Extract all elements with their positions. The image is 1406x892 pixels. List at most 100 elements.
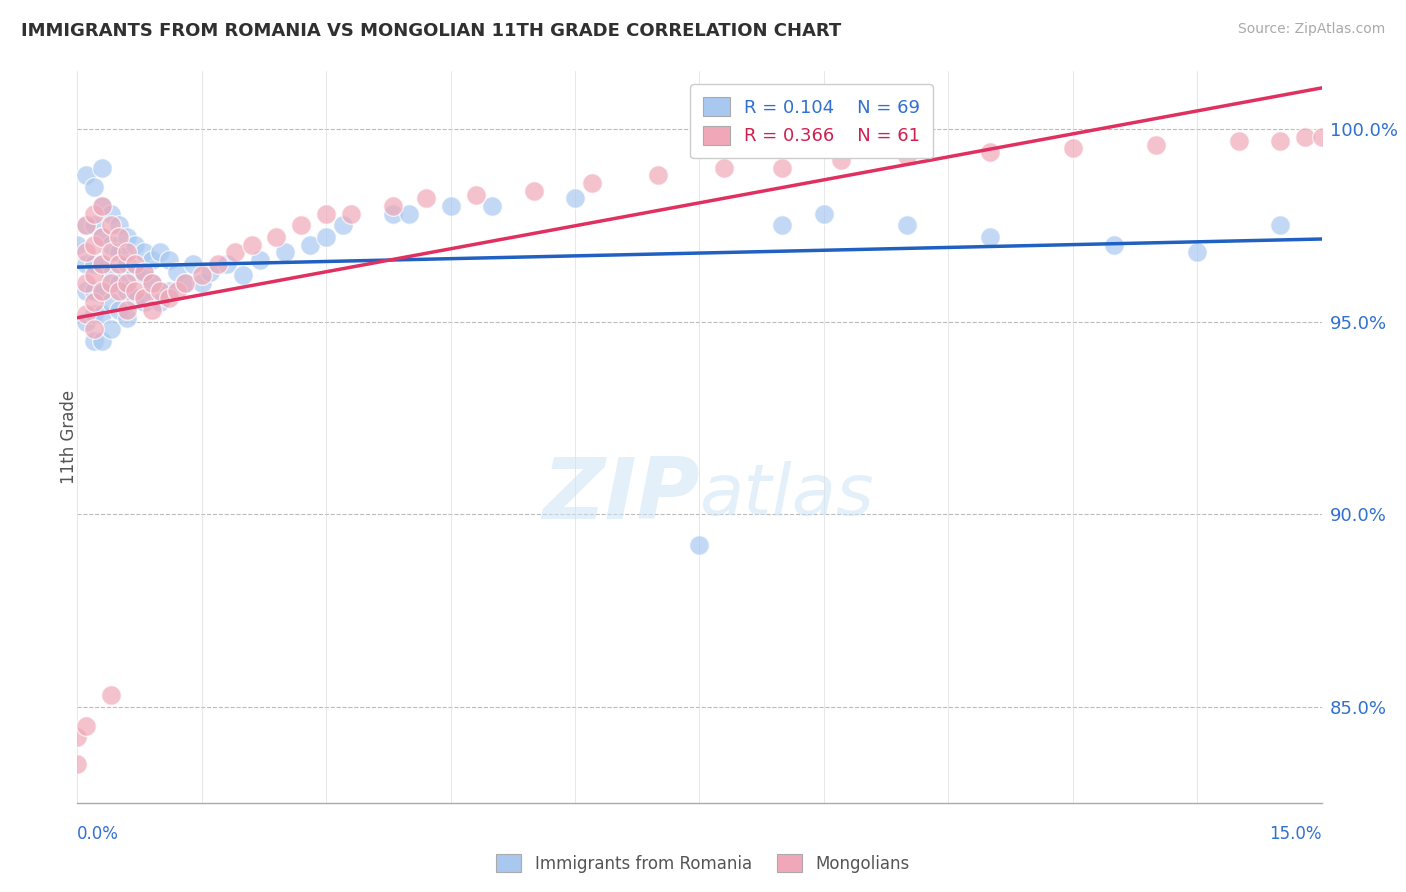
Point [83, 334, 105, 348]
Point [141, 276, 163, 290]
Point [100, 245, 122, 260]
Point [398, 207, 420, 221]
Point [191, 268, 214, 283]
Point [124, 257, 146, 271]
Point [141, 303, 163, 318]
Point [1104, 237, 1126, 252]
Point [108, 230, 131, 244]
Point [124, 284, 146, 298]
Text: 0.0%: 0.0% [77, 825, 120, 843]
Point [108, 303, 131, 318]
Point [1187, 245, 1209, 260]
Point [66, 237, 89, 252]
Point [266, 230, 288, 244]
Point [100, 237, 122, 252]
Point [207, 257, 229, 271]
Point [340, 207, 363, 221]
Point [108, 284, 131, 298]
Point [108, 245, 131, 260]
Point [100, 295, 122, 310]
Point [713, 161, 735, 175]
Point [115, 230, 138, 244]
Point [132, 295, 155, 310]
Point [290, 219, 312, 233]
Point [115, 245, 138, 260]
Point [75, 169, 97, 183]
Point [415, 191, 437, 205]
Point [1144, 137, 1167, 152]
Point [124, 292, 146, 306]
Point [75, 219, 97, 233]
Point [75, 719, 97, 733]
Text: ZIP: ZIP [541, 454, 700, 537]
Point [191, 276, 214, 290]
Point [91, 334, 114, 348]
Point [91, 199, 114, 213]
Point [108, 276, 131, 290]
Point [91, 230, 114, 244]
Point [91, 257, 114, 271]
Point [166, 264, 188, 278]
Point [564, 191, 586, 205]
Point [315, 207, 337, 221]
Point [523, 184, 546, 198]
Point [83, 257, 105, 271]
Point [100, 276, 122, 290]
Point [481, 199, 503, 213]
Point [115, 310, 138, 325]
Point [75, 307, 97, 321]
Legend: Immigrants from Romania, Mongolians: Immigrants from Romania, Mongolians [489, 847, 917, 880]
Point [132, 245, 155, 260]
Point [157, 284, 180, 298]
Point [1270, 219, 1292, 233]
Point [141, 252, 163, 267]
Point [315, 230, 337, 244]
Point [440, 199, 463, 213]
Point [1294, 129, 1316, 144]
Text: atlas: atlas [700, 461, 875, 530]
Point [75, 315, 97, 329]
Point [772, 161, 794, 175]
Point [149, 245, 172, 260]
Point [979, 145, 1001, 160]
Point [100, 268, 122, 283]
Point [100, 219, 122, 233]
Point [647, 169, 669, 183]
Point [91, 199, 114, 213]
Point [381, 199, 404, 213]
Point [91, 161, 114, 175]
Point [83, 322, 105, 336]
Point [115, 284, 138, 298]
Point [174, 276, 197, 290]
Point [464, 187, 486, 202]
Point [66, 731, 89, 745]
Text: Source: ZipAtlas.com: Source: ZipAtlas.com [1237, 22, 1385, 37]
Point [1270, 134, 1292, 148]
Point [124, 264, 146, 278]
Point [332, 219, 354, 233]
Point [108, 257, 131, 271]
Point [198, 264, 221, 278]
Point [157, 252, 180, 267]
Point [896, 149, 918, 163]
Point [83, 207, 105, 221]
Point [75, 276, 97, 290]
Point [772, 219, 794, 233]
Point [100, 688, 122, 702]
Point [132, 268, 155, 283]
Point [91, 230, 114, 244]
Point [689, 538, 711, 552]
Y-axis label: 11th Grade: 11th Grade [60, 390, 77, 484]
Point [91, 284, 114, 298]
Point [813, 207, 835, 221]
Point [75, 284, 97, 298]
Point [157, 292, 180, 306]
Point [75, 245, 97, 260]
Point [224, 245, 246, 260]
Point [274, 245, 297, 260]
Point [91, 307, 114, 321]
Point [1310, 129, 1333, 144]
Point [381, 207, 404, 221]
Point [108, 219, 131, 233]
Text: 15.0%: 15.0% [1270, 825, 1322, 843]
